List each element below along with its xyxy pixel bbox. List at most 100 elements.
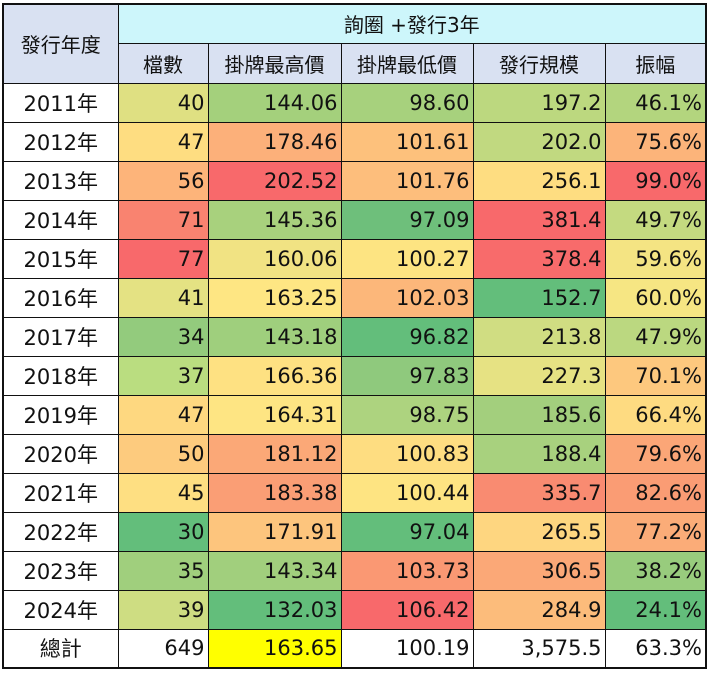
table-row: 2021年 45 183.38 100.44 335.7 82.6%: [2, 472, 707, 513]
year-cell: 2020年: [2, 433, 119, 474]
min-price-cell: 103.73: [340, 550, 474, 591]
count-cell: 40: [117, 82, 209, 123]
table-row: 2017年 34 143.18 96.82 213.8 47.9%: [2, 316, 707, 357]
count-cell: 56: [117, 160, 209, 201]
amplitude-cell: 99.0%: [604, 160, 707, 201]
amplitude-cell: 66.4%: [604, 394, 707, 435]
max-price-cell: 163.25: [207, 277, 342, 318]
col-header-min-price: 掛牌最低價: [340, 42, 474, 84]
issue-size-cell: 306.5: [472, 550, 606, 591]
issue-size-cell: 227.3: [472, 355, 606, 396]
year-cell: 2024年: [2, 589, 119, 630]
table-row: 2020年 50 181.12 100.83 188.4 79.6%: [2, 433, 707, 474]
amplitude-cell: 24.1%: [604, 589, 707, 630]
min-price-cell: 98.60: [340, 82, 474, 123]
year-cell: 2012年: [2, 121, 119, 162]
max-price-cell: 166.36: [207, 355, 342, 396]
table-row: 2024年 39 132.03 106.42 284.9 24.1%: [2, 589, 707, 630]
issue-size-cell: 265.5: [472, 511, 606, 552]
col-header-amplitude: 振幅: [604, 42, 707, 84]
year-cell: 2011年: [2, 82, 119, 123]
count-cell: 71: [117, 199, 209, 240]
amplitude-cell: 38.2%: [604, 550, 707, 591]
min-price-cell: 100.83: [340, 433, 474, 474]
issue-size-cell: 381.4: [472, 199, 606, 240]
amplitude-cell: 47.9%: [604, 316, 707, 357]
total-max-price-cell: 163.65: [207, 628, 342, 669]
count-cell: 47: [117, 394, 209, 435]
total-min-price-cell: 100.19: [340, 628, 474, 669]
min-price-cell: 97.04: [340, 511, 474, 552]
table-row: 2014年 71 145.36 97.09 381.4 49.7%: [2, 199, 707, 240]
max-price-cell: 171.91: [207, 511, 342, 552]
count-cell: 35: [117, 550, 209, 591]
table-row: 2019年 47 164.31 98.75 185.6 66.4%: [2, 394, 707, 435]
max-price-cell: 143.34: [207, 550, 342, 591]
count-cell: 30: [117, 511, 209, 552]
amplitude-cell: 82.6%: [604, 472, 707, 513]
issue-size-cell: 197.2: [472, 82, 606, 123]
total-label: 總計: [2, 628, 119, 669]
issue-size-cell: 152.7: [472, 277, 606, 318]
year-cell: 2023年: [2, 550, 119, 591]
count-cell: 41: [117, 277, 209, 318]
year-cell: 2014年: [2, 199, 119, 240]
min-price-cell: 102.03: [340, 277, 474, 318]
table-row: 2022年 30 171.91 97.04 265.5 77.2%: [2, 511, 707, 552]
count-cell: 37: [117, 355, 209, 396]
total-issue-size-cell: 3,575.5: [472, 628, 606, 669]
amplitude-cell: 70.1%: [604, 355, 707, 396]
table-row: 2011年 40 144.06 98.60 197.2 46.1%: [2, 82, 707, 123]
issue-size-cell: 202.0: [472, 121, 606, 162]
issue-size-cell: 185.6: [472, 394, 606, 435]
year-cell: 2019年: [2, 394, 119, 435]
min-price-cell: 101.61: [340, 121, 474, 162]
count-cell: 45: [117, 472, 209, 513]
year-cell: 2021年: [2, 472, 119, 513]
max-price-cell: 143.18: [207, 316, 342, 357]
min-price-cell: 98.75: [340, 394, 474, 435]
amplitude-cell: 49.7%: [604, 199, 707, 240]
issue-size-cell: 213.8: [472, 316, 606, 357]
min-price-cell: 106.42: [340, 589, 474, 630]
col-header-issue-size: 發行規模: [472, 42, 606, 84]
total-row: 總計 649 163.65 100.19 3,575.5 63.3%: [2, 628, 707, 669]
year-cell: 2022年: [2, 511, 119, 552]
min-price-cell: 97.09: [340, 199, 474, 240]
max-price-cell: 164.31: [207, 394, 342, 435]
amplitude-cell: 46.1%: [604, 82, 707, 123]
min-price-cell: 100.44: [340, 472, 474, 513]
issue-size-cell: 188.4: [472, 433, 606, 474]
max-price-cell: 178.46: [207, 121, 342, 162]
min-price-cell: 97.83: [340, 355, 474, 396]
amplitude-cell: 60.0%: [604, 277, 707, 318]
amplitude-cell: 75.6%: [604, 121, 707, 162]
col-header-count: 檔數: [117, 42, 209, 84]
total-amplitude-cell: 63.3%: [604, 628, 707, 669]
issue-size-cell: 378.4: [472, 238, 606, 279]
total-count-cell: 649: [117, 628, 209, 669]
max-price-cell: 145.36: [207, 199, 342, 240]
group-header: 詢圈 +發行3年: [117, 3, 707, 44]
issue-size-cell: 335.7: [472, 472, 606, 513]
max-price-cell: 160.06: [207, 238, 342, 279]
count-cell: 47: [117, 121, 209, 162]
issue-size-cell: 284.9: [472, 589, 606, 630]
max-price-cell: 144.06: [207, 82, 342, 123]
max-price-cell: 183.38: [207, 472, 342, 513]
count-cell: 50: [117, 433, 209, 474]
min-price-cell: 101.76: [340, 160, 474, 201]
table-row: 2016年 41 163.25 102.03 152.7 60.0%: [2, 277, 707, 318]
max-price-cell: 202.52: [207, 160, 342, 201]
amplitude-cell: 79.6%: [604, 433, 707, 474]
table-row: 2018年 37 166.36 97.83 227.3 70.1%: [2, 355, 707, 396]
table-row: 2023年 35 143.34 103.73 306.5 38.2%: [2, 550, 707, 591]
table-row: 2012年 47 178.46 101.61 202.0 75.6%: [2, 121, 707, 162]
year-cell: 2016年: [2, 277, 119, 318]
amplitude-cell: 59.6%: [604, 238, 707, 279]
year-cell: 2018年: [2, 355, 119, 396]
max-price-cell: 181.12: [207, 433, 342, 474]
issue-size-cell: 256.1: [472, 160, 606, 201]
table-row: 2015年 77 160.06 100.27 378.4 59.6%: [2, 238, 707, 279]
count-cell: 39: [117, 589, 209, 630]
